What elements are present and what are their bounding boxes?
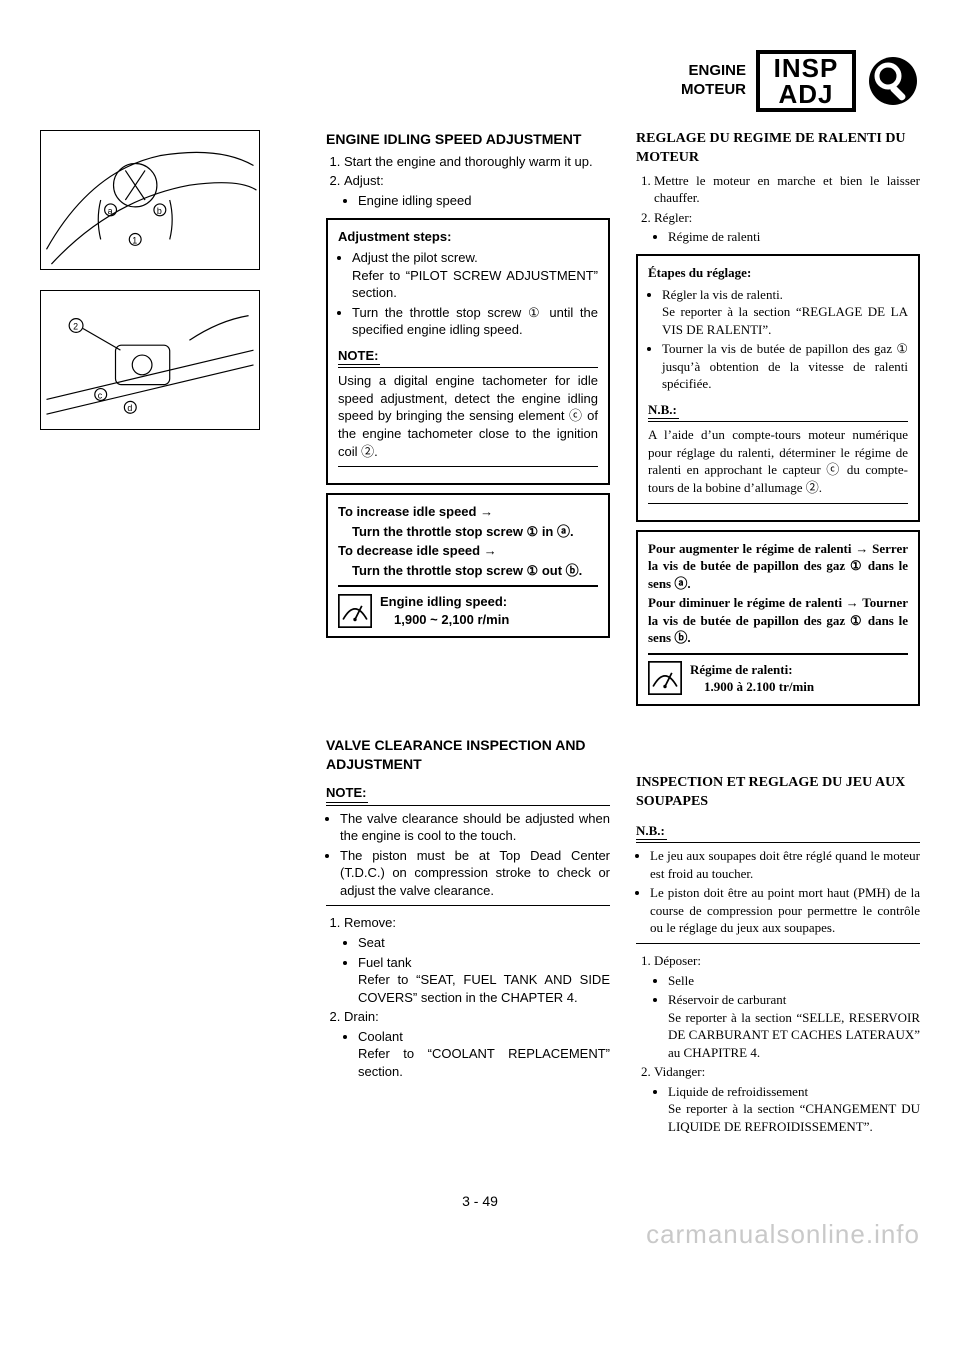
english-column: ENGINE IDLING SPEED ADJUSTMENT Start the… xyxy=(326,130,610,1143)
badge-line1: INSP xyxy=(774,55,839,81)
adj-steps-title-en: Adjustment steps: xyxy=(338,228,598,246)
idle-step2-label-en: Adjust: xyxy=(344,173,384,188)
valve-note1-fr: Le jeu aux soupapes doit être réglé quan… xyxy=(650,847,920,882)
illustration-2: 2 c d xyxy=(40,290,260,430)
spec-row-en: Engine idling speed: 1,900 ~ 2,100 r/min xyxy=(338,585,598,628)
svg-text:d: d xyxy=(127,403,132,413)
spec-value-fr: 1.900 à 2.100 tr/min xyxy=(690,678,814,696)
svg-text:b: b xyxy=(157,206,162,216)
adj-b1-fr: Régler la vis de ralenti. Se reporter à … xyxy=(662,286,908,339)
svg-text:c: c xyxy=(98,390,103,400)
page-header: ENGINE MOTEUR INSP ADJ xyxy=(40,50,920,112)
svg-text:a: a xyxy=(108,206,113,216)
remove-step-en: Remove: Seat Fuel tank Refer to “SEAT, F… xyxy=(344,914,610,1006)
adj-b2-fr: Tourner la vis de butée de papillon des … xyxy=(662,340,908,393)
note-text-fr: A l’aide d’un compte-tours moteur numéri… xyxy=(648,426,908,496)
insp-adj-badge: INSP ADJ xyxy=(756,50,856,112)
valve-note2-fr: Le piston doit être au point mort haut (… xyxy=(650,884,920,937)
badge-line2: ADJ xyxy=(778,81,833,107)
adj-steps-title-fr: Étapes du réglage: xyxy=(648,264,908,282)
page-grid: a b 1 2 c d xyxy=(40,130,920,1143)
spec-label-en: Engine idling speed: xyxy=(380,593,509,611)
inc-line2-en: Turn the throttle stop screw ① in ⓐ. xyxy=(338,523,598,541)
dec-line1-en: To decrease idle speed → xyxy=(338,542,598,560)
header-labels: ENGINE MOTEUR xyxy=(681,62,746,100)
idle-step2-en: Adjust: Engine idling speed xyxy=(344,172,610,209)
dec-fr: Pour diminuer le régime de ralenti → Tou… xyxy=(648,594,908,647)
idle-steps-fr: Mettre le moteur en marche et bien le la… xyxy=(636,172,920,246)
remove-step-fr: Déposer: Selle Réservoir de carburant Se… xyxy=(654,952,920,1061)
illustration-1: a b 1 xyxy=(40,130,260,270)
valve-note-label-fr: N.B.: xyxy=(636,822,667,841)
page-number: 3 - 49 xyxy=(40,1193,920,1209)
spec-text-fr: Régime de ralenti: 1.900 à 2.100 tr/min xyxy=(690,661,814,696)
idle-title-fr: REGLAGE DU REGIME DE RALENTI DU MOTEUR xyxy=(636,130,920,168)
note-end-rule-en xyxy=(338,466,598,467)
svg-text:1: 1 xyxy=(132,235,137,245)
remove-b2-en: Fuel tank Refer to “SEAT, FUEL TANK AND … xyxy=(358,954,610,1007)
inc-line1-en: To increase idle speed → xyxy=(338,503,598,521)
idle-step1-en: Start the engine and thoroughly warm it … xyxy=(344,153,610,171)
inc-fr: Pour augmenter le régime de ralenti → Se… xyxy=(648,540,908,593)
note-rule-en xyxy=(338,367,598,368)
drain-step-fr: Vidanger: Liquide de refroidissement Se … xyxy=(654,1063,920,1135)
valve-title-fr: INSPECTION ET REGLAGE DU JEU AUX SOUPAPE… xyxy=(636,774,920,812)
tach-icon-fr xyxy=(648,661,682,695)
spec-row-fr: Régime de ralenti: 1.900 à 2.100 tr/min xyxy=(648,653,908,696)
illustration-column: a b 1 2 c d xyxy=(40,130,300,1143)
adj-b1-en: Adjust the pilot screw. Refer to “PILOT … xyxy=(352,249,598,302)
direction-box-en: To increase idle speed → Turn the thrott… xyxy=(326,493,610,638)
header-label-fr: MOTEUR xyxy=(681,81,746,100)
remove-b1-en: Seat xyxy=(358,934,610,952)
valve-title-en: VALVE CLEARANCE INSPECTION AND ADJUSTMEN… xyxy=(326,736,610,774)
valve-note2-en: The piston must be at Top Dead Center (T… xyxy=(340,847,610,900)
idle-step2-fr: Régler: Régime de ralenti xyxy=(654,209,920,246)
drain-b1-en: Coolant Refer to “COOLANT REPLACEMENT” s… xyxy=(358,1028,610,1081)
valve-steps-en: Remove: Seat Fuel tank Refer to “SEAT, F… xyxy=(326,914,610,1080)
adjustment-box-en: Adjustment steps: Adjust the pilot screw… xyxy=(326,218,610,486)
header-label-en: ENGINE xyxy=(681,62,746,81)
idle-step2-bullet-en: Engine idling speed xyxy=(358,192,610,210)
valve-steps-fr: Déposer: Selle Réservoir de carburant Se… xyxy=(636,952,920,1135)
note-text-en: Using a digital engine tachometer for id… xyxy=(338,372,598,460)
idle-step1-fr: Mettre le moteur en marche et bien le la… xyxy=(654,172,920,207)
note-label-fr: N.B.: xyxy=(648,401,679,420)
spec-label-fr: Régime de ralenti: xyxy=(690,661,814,679)
direction-box-fr: Pour augmenter le régime de ralenti → Se… xyxy=(636,530,920,706)
french-column: REGLAGE DU REGIME DE RALENTI DU MOTEUR M… xyxy=(636,130,920,1143)
note-label-en: NOTE: xyxy=(338,347,380,366)
idle-title-en: ENGINE IDLING SPEED ADJUSTMENT xyxy=(326,130,610,149)
tach-icon xyxy=(338,594,372,628)
spec-value-en: 1,900 ~ 2,100 r/min xyxy=(380,611,509,629)
dec-line2-en: Turn the throttle stop screw ① out ⓑ. xyxy=(338,562,598,580)
valve-note-label-en: NOTE: xyxy=(326,784,368,803)
watermark: carmanualsonline.info xyxy=(40,1219,920,1250)
valve-note1-en: The valve clearance should be adjusted w… xyxy=(340,810,610,845)
adj-b2-en: Turn the throttle stop screw ① until the… xyxy=(352,304,598,339)
idle-steps-en: Start the engine and thoroughly warm it … xyxy=(326,153,610,210)
magnifier-icon xyxy=(866,54,920,108)
svg-text:2: 2 xyxy=(73,321,78,331)
spec-text-en: Engine idling speed: 1,900 ~ 2,100 r/min xyxy=(380,593,509,628)
drain-step-en: Drain: Coolant Refer to “COOLANT REPLACE… xyxy=(344,1008,610,1080)
adjustment-box-fr: Étapes du réglage: Régler la vis de rale… xyxy=(636,254,920,522)
